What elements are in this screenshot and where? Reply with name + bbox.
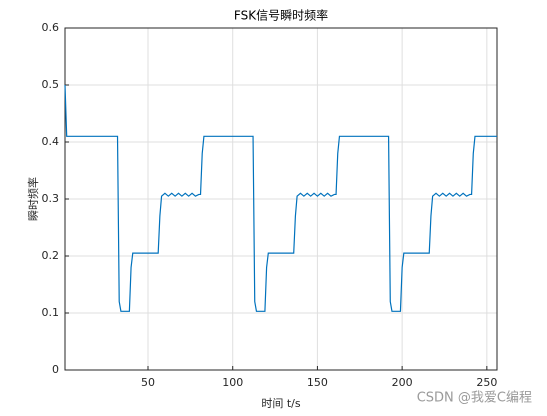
axes-box <box>64 27 498 371</box>
y-tick-label: 0.3 <box>42 192 60 205</box>
x-tick-label: 200 <box>392 376 413 389</box>
y-tick-label: 0.2 <box>42 249 60 262</box>
y-tick-label: 0.5 <box>42 78 60 91</box>
x-tick-label: 100 <box>222 376 243 389</box>
y-tick-label: 0 <box>52 363 59 376</box>
x-tick-label: 50 <box>141 376 155 389</box>
watermark: CSDN @我爱C编程 <box>417 391 532 406</box>
x-tick-label: 150 <box>307 376 328 389</box>
x-tick-label: 250 <box>476 376 497 389</box>
y-tick-label: 0.4 <box>42 135 60 148</box>
y-tick-label: 0.1 <box>42 306 60 319</box>
x-axis-label: 时间 t/s <box>261 397 301 410</box>
data-line <box>64 84 497 312</box>
y-tick-label: 0.6 <box>42 21 60 34</box>
chart-title: FSK信号瞬时频率 <box>234 8 328 23</box>
y-axis-label: 瞬时频率 <box>26 177 40 221</box>
